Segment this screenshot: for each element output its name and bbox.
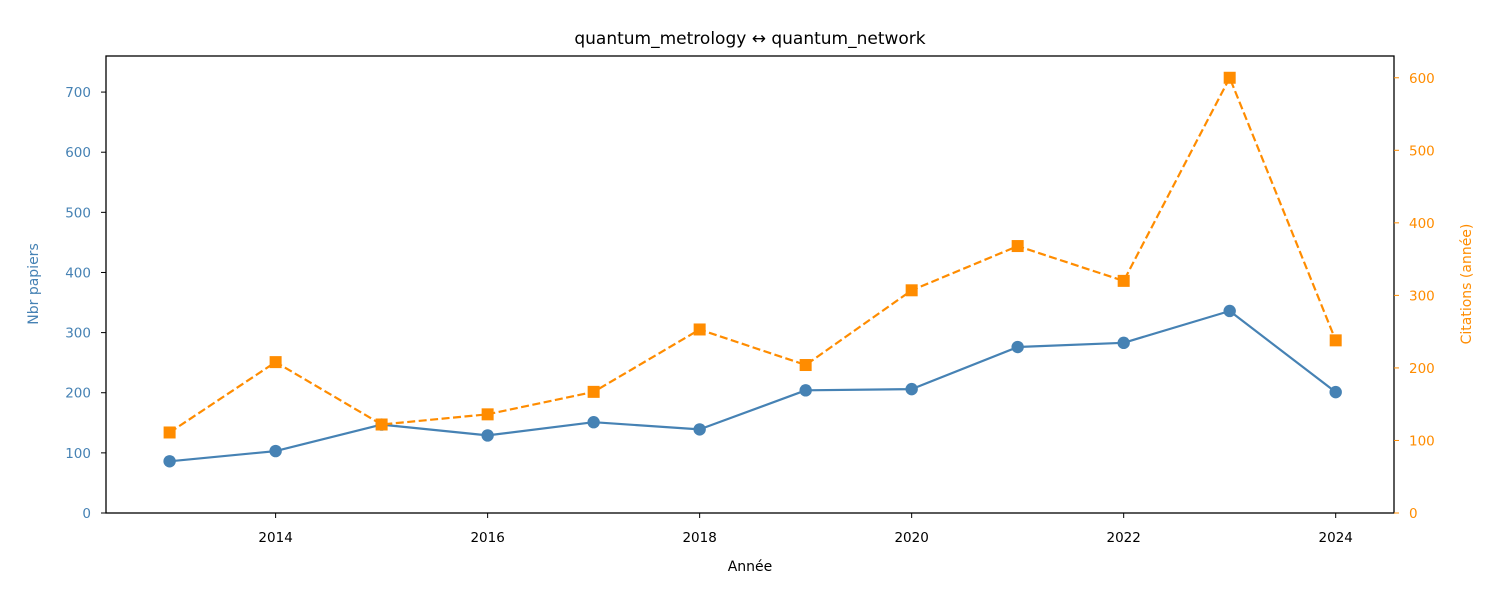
series-2-point-2019 <box>799 359 812 372</box>
y-left-tick-label-400: 400 <box>65 265 91 281</box>
series-2-point-2023 <box>1223 71 1236 84</box>
series-2-point-2016 <box>481 408 494 421</box>
series-1-point-2022 <box>1117 336 1130 350</box>
series-2-line <box>168 76 1337 434</box>
series-2-point-2017 <box>587 385 600 398</box>
series-1-point-2019 <box>799 384 812 397</box>
series-1-point-2023 <box>1223 304 1236 318</box>
x-tick-label-2020: 2020 <box>894 530 928 546</box>
series-2-point-2021 <box>1011 240 1024 253</box>
series-2-point-2013 <box>163 426 176 439</box>
series-1-point-2017 <box>587 416 600 429</box>
series-2-point-2018 <box>693 323 706 336</box>
y-right-tick-label-200: 200 <box>1409 361 1435 377</box>
series-1-point-2014 <box>269 444 282 458</box>
y-left-tick-label-0: 0 <box>82 506 91 522</box>
x-tick-label-2018: 2018 <box>682 530 716 546</box>
y-right-tick-label-300: 300 <box>1409 288 1435 304</box>
y-axis-left-label: Nbr papiers <box>26 243 42 324</box>
series-1-point-2020 <box>905 382 918 396</box>
series-2-point-2024 <box>1329 334 1342 347</box>
y-left-tick-label-200: 200 <box>65 386 91 402</box>
series-2-point-2015 <box>375 418 388 431</box>
y-right-tick-label-500: 500 <box>1409 143 1435 159</box>
y-left-tick-label-600: 600 <box>65 145 91 161</box>
plot-area: 2014 2016 2018 2020 2022 2024 0 100 200 300 400 500… <box>65 55 1435 546</box>
chart-title: quantum_metrology ↔ quantum_network <box>574 29 925 49</box>
y-right-tick-label-100: 100 <box>1409 433 1435 449</box>
series-1-point-2021 <box>1011 340 1024 354</box>
series-1-point-2016 <box>481 429 494 442</box>
series-1-point-2024 <box>1329 385 1342 399</box>
x-axis-label: Année <box>728 559 773 575</box>
series-1-line <box>169 309 1337 463</box>
y-right-tick-label-0: 0 <box>1409 506 1418 522</box>
series-2-point-2020 <box>905 284 918 297</box>
y-left-tick-label-100: 100 <box>65 446 91 462</box>
series-1-point-2013 <box>163 455 176 468</box>
y-left-tick-label-500: 500 <box>65 205 91 221</box>
x-tick-label-2022: 2022 <box>1106 530 1140 546</box>
x-tick-label-2014: 2014 <box>258 530 292 546</box>
series-2-point-2014 <box>269 356 282 369</box>
series-1-point-2018 <box>693 423 706 436</box>
series-2-point-2022 <box>1117 274 1130 287</box>
x-tick-label-2024: 2024 <box>1319 530 1353 546</box>
y-right-tick-label-600: 600 <box>1409 71 1435 87</box>
x-tick-label-2016: 2016 <box>470 530 504 546</box>
y-axis-right-label: Citations (année) <box>1459 224 1475 345</box>
plot-frame <box>105 55 1395 514</box>
y-left-tick-label-300: 300 <box>65 326 91 342</box>
y-right-tick-label-400: 400 <box>1409 216 1435 232</box>
y-left-tick-label-700: 700 <box>65 85 91 101</box>
